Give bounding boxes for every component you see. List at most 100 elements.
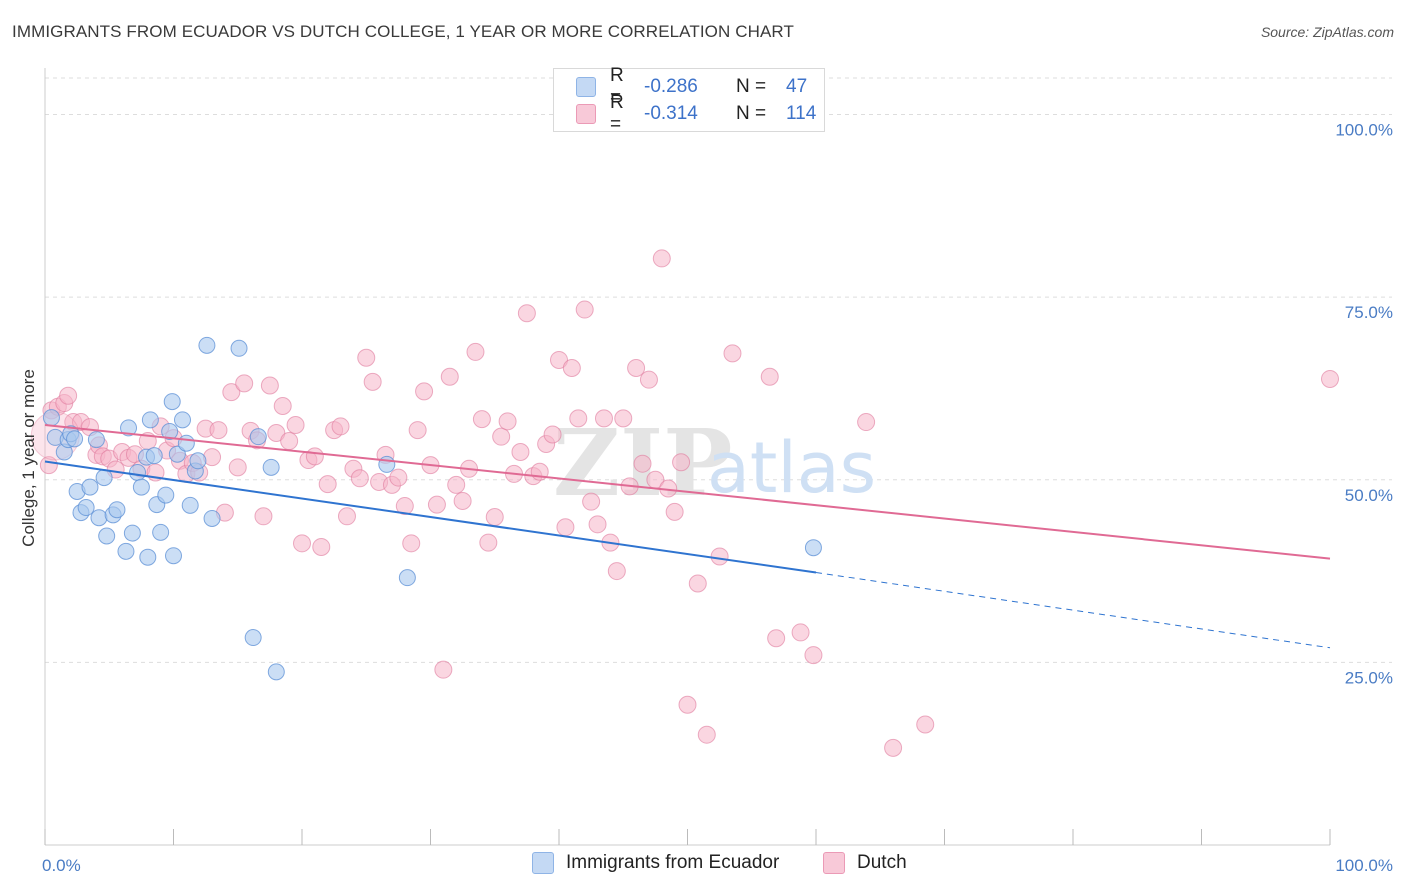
dutch-point	[466, 342, 485, 361]
dutch-point	[760, 367, 779, 386]
ecuador-point	[87, 431, 105, 449]
ecuador-point	[165, 547, 182, 565]
dutch-point	[350, 469, 369, 488]
y-axis-title: College, 1 year or more	[19, 369, 38, 547]
dutch-point	[710, 547, 729, 566]
dutch-point	[588, 515, 607, 534]
ecuador-point	[181, 496, 199, 514]
dutch-point	[254, 507, 273, 526]
dutch-point	[582, 492, 601, 511]
ecuador-trend-extension	[815, 572, 1331, 649]
correlation-legend: R = -0.286 N = 47 R = -0.314 N = 114	[553, 65, 825, 135]
legend-n-value: 114	[786, 103, 817, 124]
ecuador-point	[244, 629, 262, 647]
dutch-point	[472, 410, 491, 429]
dutch-point	[434, 660, 453, 679]
source-label: Source: ZipAtlas.com	[1260, 24, 1394, 40]
dutch-point	[550, 350, 568, 369]
dutch-point	[408, 421, 427, 440]
dutch-point	[556, 518, 575, 537]
ecuador-point	[804, 539, 822, 557]
legend-r-label: R =	[610, 65, 624, 108]
ecuador-point	[77, 499, 95, 517]
legend-r-value: -0.314	[644, 103, 698, 124]
axes	[44, 68, 1331, 846]
legend-swatch-dutch	[576, 104, 596, 124]
y-tick-label: 50.0%	[1345, 486, 1393, 505]
dutch-point	[305, 447, 324, 466]
legend-item-ecuador[interactable]: Immigrants from Ecuador	[532, 852, 779, 874]
y-tick-label: 100.0%	[1335, 121, 1393, 140]
series-legend: Immigrants from Ecuador Dutch	[0, 852, 1406, 878]
dutch-point	[639, 370, 658, 389]
watermark-atlas: atlas	[707, 427, 876, 509]
legend-r-value: -0.286	[644, 76, 698, 97]
ecuador-point	[173, 411, 191, 429]
legend-label-ecuador: Immigrants from Ecuador	[566, 852, 780, 873]
dutch-point	[492, 427, 511, 446]
dutch-point	[485, 508, 504, 527]
dutch-point	[607, 562, 626, 581]
dutch-point	[627, 358, 646, 377]
dutch-point	[447, 475, 466, 494]
dutch-point	[697, 725, 716, 744]
ecuador-point	[378, 455, 396, 473]
dutch-point	[665, 502, 684, 521]
dutch-point	[273, 396, 292, 415]
ecuador-point	[145, 447, 163, 465]
ecuador-point	[98, 527, 116, 545]
legend-swatch-dutch	[823, 852, 845, 874]
dutch-point	[916, 715, 935, 734]
dutch-trend-line	[44, 423, 1331, 560]
dutch-point	[395, 497, 414, 516]
dutch-point	[857, 413, 876, 432]
ecuador-point	[168, 445, 186, 463]
dutch-point	[331, 417, 350, 436]
legend-item-dutch[interactable]: Dutch	[823, 852, 907, 874]
legend-n-value: 47	[786, 76, 808, 97]
ecuador-point	[120, 419, 138, 437]
dutch-point	[39, 456, 58, 475]
ecuador-point	[132, 478, 150, 496]
ecuador-point	[163, 393, 181, 411]
dutch-point	[427, 495, 446, 514]
dutch-point	[59, 386, 78, 405]
legend-r-label: R =	[610, 92, 624, 135]
y-tick-label: 75.0%	[1345, 303, 1393, 322]
dutch-point	[594, 409, 613, 428]
dutch-point	[633, 454, 652, 473]
ecuador-point	[398, 569, 416, 587]
legend-row-dutch: R = -0.314 N = 114	[576, 92, 817, 135]
dutch-point	[280, 432, 299, 451]
dutch-point	[723, 344, 742, 363]
dutch-point	[260, 376, 279, 395]
legend-swatch-ecuador	[532, 852, 554, 874]
chart-title: IMMIGRANTS FROM ECUADOR VS DUTCH COLLEGE…	[12, 22, 794, 41]
ecuador-point	[230, 339, 248, 357]
dutch-point	[517, 304, 536, 323]
ecuador-points	[42, 336, 822, 681]
dutch-point	[357, 348, 376, 367]
legend-n-label: N =	[736, 103, 767, 124]
ecuador-point	[129, 463, 147, 481]
dutch-point	[402, 534, 421, 553]
ecuador-trend-line	[44, 460, 817, 574]
dutch-point	[498, 412, 517, 431]
x-tick-label-max: 100.0%	[1335, 856, 1393, 875]
ecuador-point	[249, 428, 267, 446]
ecuador-point	[267, 663, 285, 681]
dutch-point	[614, 409, 633, 428]
dutch-point	[575, 300, 594, 319]
ecuador-point	[189, 452, 207, 470]
ecuador-point	[95, 469, 113, 487]
dutch-point	[267, 424, 286, 443]
dutch-point	[453, 491, 472, 510]
legend-label-dutch: Dutch	[857, 852, 907, 873]
grid-lines	[45, 77, 1392, 663]
ecuador-point	[177, 434, 195, 452]
y-tick-label: 25.0%	[1345, 668, 1393, 687]
dutch-point	[312, 537, 331, 556]
ecuador-point	[203, 509, 221, 527]
dutch-point	[286, 415, 305, 434]
ecuador-point	[81, 478, 99, 496]
